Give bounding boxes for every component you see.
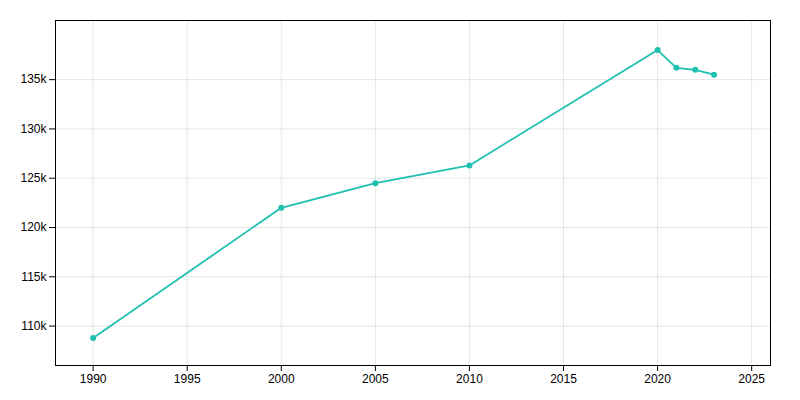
svg-text:115k: 115k bbox=[21, 270, 47, 284]
svg-text:2020: 2020 bbox=[644, 372, 671, 386]
svg-text:1995: 1995 bbox=[174, 372, 201, 386]
svg-text:130k: 130k bbox=[20, 122, 47, 136]
svg-text:2000: 2000 bbox=[268, 372, 295, 386]
svg-text:120k: 120k bbox=[20, 220, 47, 234]
svg-text:2010: 2010 bbox=[456, 372, 483, 386]
svg-text:2015: 2015 bbox=[550, 372, 577, 386]
svg-text:2005: 2005 bbox=[362, 372, 389, 386]
svg-text:110k: 110k bbox=[21, 319, 47, 333]
svg-text:2025: 2025 bbox=[738, 372, 765, 386]
svg-text:135k: 135k bbox=[20, 72, 47, 86]
svg-text:125k: 125k bbox=[20, 171, 47, 185]
svg-text:1990: 1990 bbox=[80, 372, 107, 386]
